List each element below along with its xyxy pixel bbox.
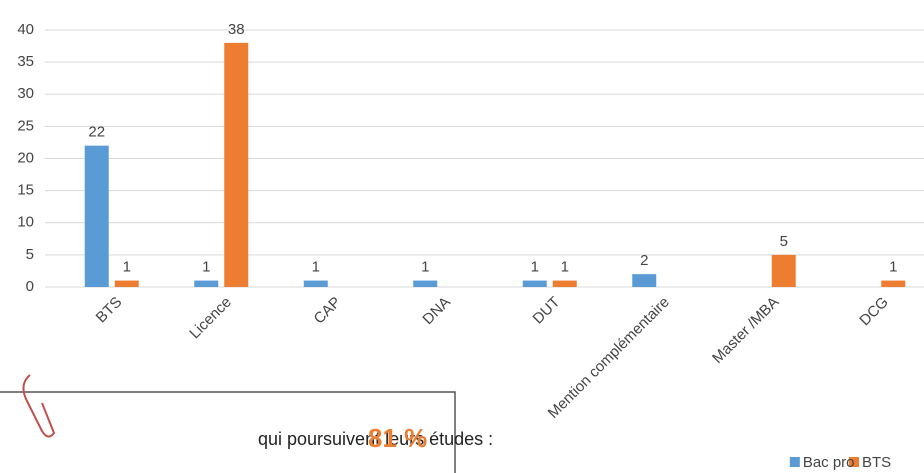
data-label: 5 bbox=[780, 233, 788, 250]
y-tick-label: 10 bbox=[17, 214, 34, 231]
bar bbox=[553, 281, 577, 287]
bar bbox=[523, 281, 547, 287]
data-label: 1 bbox=[123, 259, 131, 276]
data-label: 1 bbox=[421, 259, 429, 276]
bar bbox=[115, 281, 139, 287]
data-label: 1 bbox=[202, 259, 210, 276]
y-tick-label: 40 bbox=[17, 21, 34, 38]
y-tick-label: 35 bbox=[17, 53, 34, 70]
legend-label: BTS bbox=[862, 454, 891, 471]
x-tick-label: DCG bbox=[856, 294, 892, 330]
y-tick-label: 25 bbox=[17, 117, 34, 134]
x-tick-label: DUT bbox=[530, 294, 564, 328]
legend-swatch bbox=[790, 457, 800, 467]
data-label: 1 bbox=[312, 259, 320, 276]
bar bbox=[224, 43, 248, 287]
legend-label: Bac pro bbox=[803, 454, 855, 471]
x-tick-label: CAP bbox=[311, 294, 345, 328]
bar bbox=[304, 281, 328, 287]
bar bbox=[632, 274, 656, 287]
data-label: 1 bbox=[561, 259, 569, 276]
y-tick-label: 5 bbox=[26, 246, 34, 263]
y-tick-label: 0 bbox=[26, 278, 34, 295]
data-label: 2 bbox=[640, 252, 648, 269]
data-label: 1 bbox=[889, 259, 897, 276]
y-tick-label: 20 bbox=[17, 149, 34, 166]
x-tick-label: Mention complémentaire bbox=[545, 294, 673, 422]
data-label: 22 bbox=[88, 124, 105, 141]
x-tick-label: BTS bbox=[93, 294, 126, 327]
x-tick-label: DNA bbox=[419, 294, 453, 328]
bar bbox=[772, 255, 796, 287]
bar bbox=[413, 281, 437, 287]
x-tick-label: Licence bbox=[186, 294, 235, 343]
data-label: 1 bbox=[531, 259, 539, 276]
bar bbox=[881, 281, 905, 287]
y-tick-label: 30 bbox=[17, 85, 34, 102]
y-tick-label: 15 bbox=[17, 182, 34, 199]
callout-value: 81 % bbox=[368, 423, 427, 453]
data-label: 38 bbox=[228, 21, 245, 38]
bar bbox=[85, 146, 109, 287]
bar bbox=[194, 281, 218, 287]
chart: 0510152025303540BTS221Licence138CAP1DNA1… bbox=[0, 0, 924, 473]
x-tick-label: Master /MBA bbox=[709, 294, 782, 367]
callout-box: qui poursuivent leurs études : 81 % bbox=[0, 375, 493, 473]
